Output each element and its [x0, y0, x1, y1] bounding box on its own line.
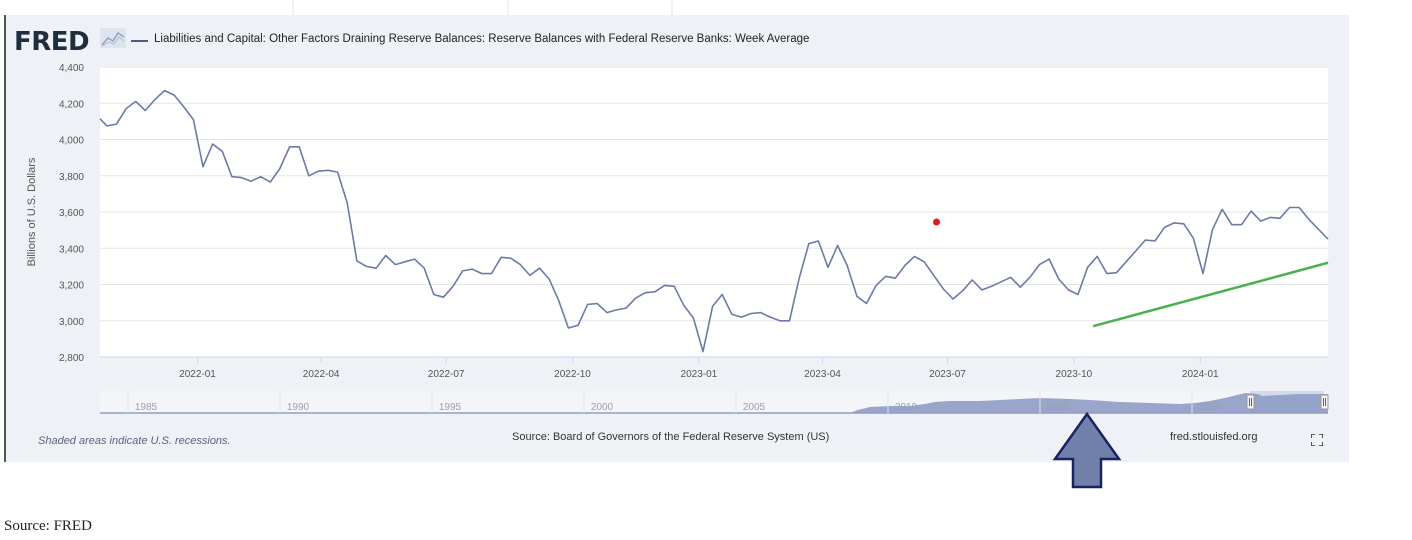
x-tick-label: 2023-07 — [929, 369, 966, 380]
navigator-handle[interactable] — [1246, 394, 1255, 410]
y-tick-label: 4,200 — [59, 99, 84, 110]
x-tick-label: 2023-04 — [804, 369, 841, 380]
source-text: Source: Board of Governors of the Federa… — [512, 431, 830, 443]
navigator-area — [850, 393, 1328, 413]
navigator-tick-label: 2010 — [895, 402, 918, 413]
navigator-tick-label: 2000 — [591, 402, 614, 413]
series-line — [99, 89, 1329, 353]
navigator-tick-label: 2015 — [1047, 402, 1070, 413]
range-navigator: 1985 1990 1995 2000 2005 2010 2015 2020 — [100, 391, 1329, 414]
x-tick-label: 2022-04 — [303, 369, 340, 380]
fullscreen-icon[interactable] — [1311, 434, 1323, 446]
fred-logo[interactable]: FRED — [14, 27, 90, 57]
x-ticks: 2022-01 2022-04 2022-07 2022-10 2023-01 2023-… — [100, 356, 1328, 380]
x-tick-label: 2022-07 — [428, 369, 465, 380]
y-tick-label: 3,000 — [59, 317, 84, 328]
top-divider-lines — [292, 0, 673, 15]
series-layer — [99, 89, 1329, 353]
trend-line — [1092, 261, 1329, 328]
navigator-tick-label: 2020 — [1199, 402, 1222, 413]
mini-line-chart-icon — [100, 28, 126, 48]
y-tick-label: 3,800 — [59, 172, 84, 183]
annotation-layer — [933, 218, 1329, 328]
navigator-tick-label: 2005 — [743, 402, 766, 413]
y-tick-label: 3,400 — [59, 244, 84, 255]
x-tick-label: 2022-01 — [179, 369, 216, 380]
figure-caption: Source: FRED — [4, 518, 92, 534]
legend-swatch — [131, 40, 148, 42]
y-tick-label: 4,400 — [59, 63, 84, 74]
x-tick-label: 2023-01 — [681, 369, 718, 380]
y-tick-label: 3,200 — [59, 281, 84, 292]
x-tick-label: 2023-10 — [1056, 369, 1093, 380]
site-link[interactable]: fred.stlouisfed.org — [1170, 431, 1258, 443]
x-tick-label: 2024-01 — [1182, 369, 1219, 380]
y-ticks: 4,400 4,200 4,000 3,800 3,600 3,400 3,200 3,000… — [59, 63, 84, 364]
marker-point — [933, 218, 941, 226]
y-tick-label: 4,000 — [59, 136, 84, 147]
navigator-tick-label: 1985 — [135, 402, 158, 413]
y-tick-label: 2,800 — [59, 353, 84, 364]
x-tick-label: 2022-10 — [554, 369, 591, 380]
navigator-tick-label: 1990 — [287, 402, 310, 413]
y-tick-label: 3,600 — [59, 208, 84, 219]
series-title: Liabilities and Capital: Other Factors D… — [154, 33, 810, 45]
navigator-tick-label: 1995 — [439, 402, 462, 413]
recession-note: Shaded areas indicate U.S. recessions. — [38, 435, 231, 447]
up-arrow-icon — [1052, 411, 1122, 489]
navigator-handle[interactable] — [1320, 394, 1329, 410]
